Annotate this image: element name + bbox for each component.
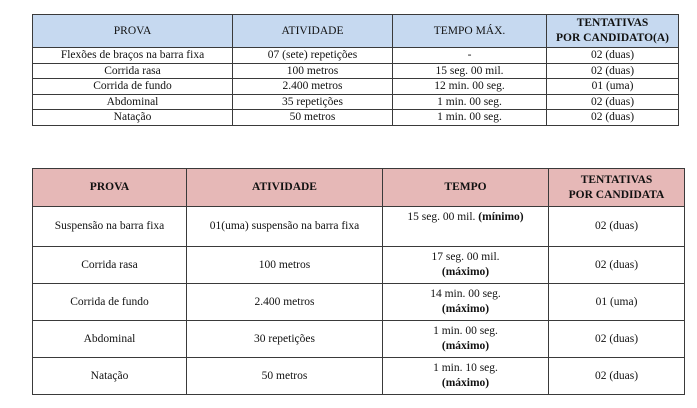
cell-tempo-qualifier: (máximo) [441, 266, 490, 278]
cell-prova: Corrida rasa [32, 246, 187, 284]
cell-prova: Natação [32, 357, 187, 395]
cell-tentativas: 02 (duas) [548, 206, 685, 247]
cell-tempo-value: 17 seg. 00 mil. [431, 251, 500, 263]
cell-tempo: 15 seg. 00 mil. (mínimo) [382, 206, 549, 247]
table-row: Flexões de braços na barra fixa 07 (sete… [32, 47, 679, 64]
header-atividade: ATIVIDADE [232, 14, 393, 48]
table-row: Abdominal 35 repetições 1 min. 00 seg. 0… [32, 93, 679, 110]
cell-atividade: 35 repetições [232, 93, 393, 110]
cell-atividade: 07 (sete) repetições [232, 47, 393, 64]
header-prova: PROVA [32, 168, 187, 207]
table-row: Corrida rasa 100 metros 17 seg. 00 mil. (… [32, 246, 685, 284]
table-row: Abdominal 30 repetições 1 min. 00 seg. (m… [32, 320, 685, 358]
header-tentativas: TENTATIVAS POR CANDIDATO(A) [546, 14, 679, 48]
cell-tempo: - [392, 47, 547, 64]
cell-tentativas: 02 (duas) [546, 109, 679, 126]
cell-prova: Corrida de fundo [32, 78, 233, 95]
cell-tempo-qualifier: (máximo) [441, 377, 490, 389]
cell-tentativas: 02 (duas) [546, 62, 679, 79]
table-header-row: PROVA ATIVIDADE TEMPO TENTATIVAS POR CAND… [32, 168, 685, 207]
cell-tentativas: 02 (duas) [546, 47, 679, 64]
table-row: Corrida de fundo 2.400 metros 14 min. 00… [32, 283, 685, 321]
table-row: Corrida rasa 100 metros 15 seg. 00 mil. … [32, 62, 679, 79]
cell-atividade: 30 repetições [186, 320, 383, 358]
cell-atividade: 100 metros [232, 62, 393, 79]
cell-prova: Abdominal [32, 93, 233, 110]
cell-atividade: 01(uma) suspensão na barra fixa [186, 206, 383, 247]
cell-prova: Corrida de fundo [32, 283, 187, 321]
cell-tentativas: 02 (duas) [548, 246, 685, 284]
table-row: Suspensão na barra fixa 01(uma) suspensã… [32, 206, 685, 247]
cell-tentativas: 02 (duas) [546, 93, 679, 110]
header-tentativas-line1: TENTATIVAS [580, 173, 653, 186]
cell-prova: Natação [32, 109, 233, 126]
table-women-physical-test: PROVA ATIVIDADE TEMPO TENTATIVAS POR CAND… [32, 168, 685, 395]
header-tempo-max: TEMPO MÁX. [392, 14, 547, 48]
header-tentativas-line1: TENTATIVAS [576, 17, 649, 29]
cell-tempo: 1 min. 00 seg. [392, 109, 547, 126]
cell-tempo-value: 15 seg. 00 mil. [407, 211, 476, 223]
table-header-row: PROVA ATIVIDADE TEMPO MÁX. TENTATIVAS POR… [32, 14, 679, 48]
cell-atividade: 50 metros [186, 357, 383, 395]
cell-tentativas: 01 (uma) [548, 283, 685, 321]
table-men-physical-test: PROVA ATIVIDADE TEMPO MÁX. TENTATIVAS POR… [32, 14, 679, 126]
cell-tentativas: 02 (duas) [548, 320, 685, 358]
cell-atividade: 50 metros [232, 109, 393, 126]
cell-tempo-value: 1 min. 00 seg. [433, 325, 498, 337]
cell-tempo-value: 1 min. 10 seg. [433, 362, 498, 374]
cell-tempo-qualifier: (mínimo) [478, 211, 524, 223]
cell-prova: Flexões de braços na barra fixa [32, 47, 233, 64]
table-row: Corrida de fundo 2.400 metros 12 min. 00… [32, 78, 679, 95]
cell-tempo: 17 seg. 00 mil. (máximo) [382, 246, 549, 284]
cell-prova: Abdominal [32, 320, 187, 358]
cell-tempo: 14 min. 00 seg. (máximo) [382, 283, 549, 321]
header-tempo: TEMPO [382, 168, 549, 207]
cell-tentativas: 02 (duas) [548, 357, 685, 395]
cell-prova: Corrida rasa [32, 62, 233, 79]
cell-tempo: 15 seg. 00 mil. [392, 62, 547, 79]
header-prova: PROVA [32, 14, 233, 48]
header-tentativas-line2: POR CANDIDATO(A) [556, 32, 669, 44]
cell-tentativas: 01 (uma) [546, 78, 679, 95]
header-tentativas-line2: POR CANDIDATA [568, 188, 665, 201]
cell-tempo-qualifier: (máximo) [441, 303, 490, 315]
table-row: Natação 50 metros 1 min. 00 seg. 02 (dua… [32, 109, 679, 126]
table-row: Natação 50 metros 1 min. 10 seg. (máximo)… [32, 357, 685, 395]
cell-atividade: 100 metros [186, 246, 383, 284]
cell-tempo: 1 min. 00 seg. [392, 93, 547, 110]
cell-tempo-qualifier: (máximo) [441, 340, 490, 352]
header-tentativas: TENTATIVAS POR CANDIDATA [548, 168, 685, 207]
cell-tempo: 1 min. 00 seg. (máximo) [382, 320, 549, 358]
cell-tempo: 1 min. 10 seg. (máximo) [382, 357, 549, 395]
cell-tempo: 12 min. 00 seg. [392, 78, 547, 95]
cell-atividade: 2.400 metros [186, 283, 383, 321]
cell-atividade: 2.400 metros [232, 78, 393, 95]
cell-tempo-value: 14 min. 00 seg. [430, 288, 501, 300]
header-atividade: ATIVIDADE [186, 168, 383, 207]
cell-prova: Suspensão na barra fixa [32, 206, 187, 247]
